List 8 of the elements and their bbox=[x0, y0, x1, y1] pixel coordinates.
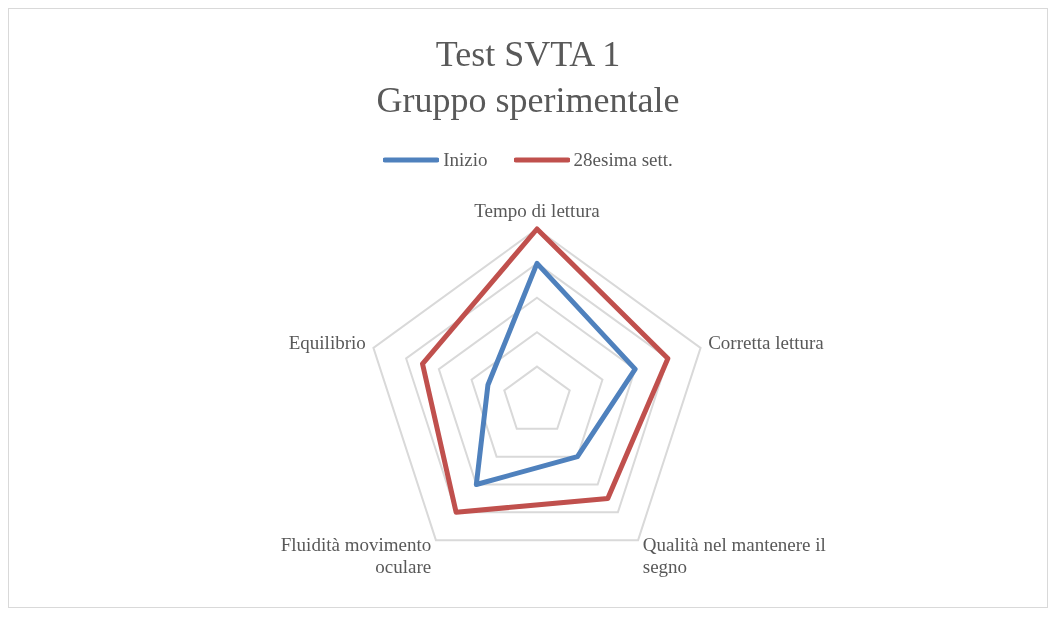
spoke-label: Corretta lettura bbox=[708, 332, 825, 354]
legend-label: Inizio bbox=[443, 149, 488, 171]
chart-title: Test SVTA 1 Gruppo sperimentale bbox=[375, 33, 681, 122]
spoke-label: Fluidità movimento oculare bbox=[280, 533, 432, 577]
spoke-label: Tempo di lettura bbox=[474, 200, 601, 221]
legend-label: 28esima sett. bbox=[573, 149, 673, 171]
spoke-label: Qualità nel mantenere il segno bbox=[642, 533, 826, 577]
spoke-label: Equilibrio bbox=[288, 332, 366, 354]
